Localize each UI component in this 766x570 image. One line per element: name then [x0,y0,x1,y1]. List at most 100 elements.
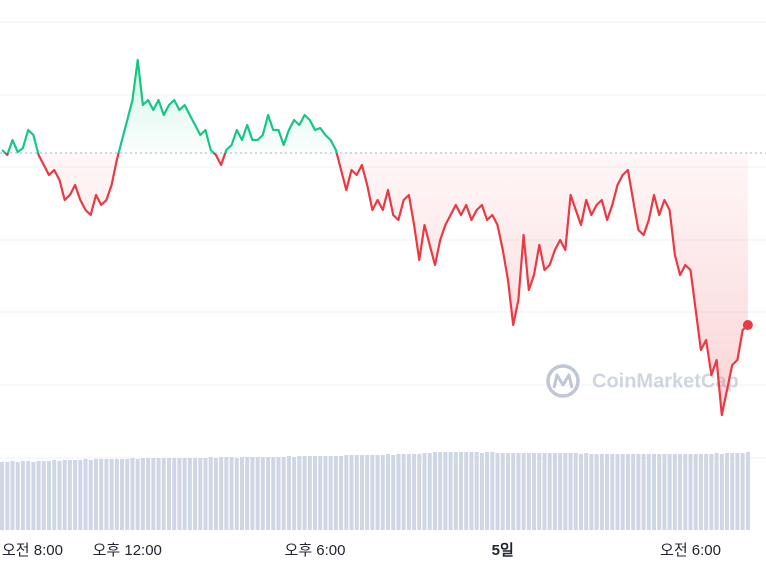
watermark-text: CoinMarketCap [592,370,739,392]
x-tick-label: 오전 6:00 [660,542,721,559]
volume-bar [365,455,370,530]
volume-bar [558,453,563,530]
volume-bar [573,453,578,530]
volume-bar [620,454,625,530]
x-tick-label: 오전 8:00 [2,542,63,559]
volume-bar [156,458,161,530]
volume-bar [344,455,349,530]
volume-bar [349,455,354,530]
volume-bar [286,456,291,530]
volume-bar [412,454,417,530]
volume-bar [474,452,479,530]
grid [0,21,766,459]
volume-bar [339,456,344,530]
volume-bar [250,457,255,530]
logo [546,364,580,398]
volume-bar [281,457,286,530]
volume-bar [490,452,495,530]
volume-bar [521,453,526,530]
volume-bar [740,453,745,530]
plot [0,58,766,417]
volume-bar [292,457,297,530]
volume-bar [140,458,145,530]
volume-bar [104,459,109,530]
volume-bar [187,458,192,530]
volume-bar [302,456,307,530]
volume-bar [688,454,693,530]
volume-bar [172,458,177,530]
volume-bar [328,456,333,530]
volume-bar [615,454,620,530]
volume-bar [584,453,589,530]
volume-bar [208,457,213,530]
volume-bar [552,453,557,530]
volume-bar [578,454,583,530]
volume-bar [198,458,203,530]
price-area [2,60,748,415]
volume-bar [683,454,688,530]
volume-bar [725,453,730,530]
volume-bar [354,455,359,530]
volume-bar [41,461,46,530]
volume-bar [245,457,250,530]
volume-bar [631,454,636,530]
volume-bar [120,459,125,530]
volume-bar [698,454,703,530]
volume-bar [78,460,83,530]
volume-bar [386,454,391,530]
volume-bar [719,454,724,530]
volume-bar [646,454,651,530]
volume-bar [83,459,88,530]
volume-bar [469,452,474,530]
volume-bar [114,459,119,530]
volume-bar [370,455,375,530]
watermark: CoinMarketCap [546,364,739,398]
volume-bar [422,453,427,530]
volume-bar [20,461,25,530]
volume-bar [36,461,41,530]
volume-bar [511,453,516,530]
volume-bar [479,453,484,530]
volume-bar [333,456,338,530]
volume-bar [443,452,448,530]
volume-bar [182,458,187,530]
logo-mark [552,373,574,389]
volume-bar [219,457,224,530]
volume-bar [5,462,10,530]
volume-bar [318,456,323,530]
volume-bar [406,454,411,530]
volume-bar [605,454,610,530]
volume-bar [735,453,740,530]
volume-bar [193,458,198,530]
volume-bar [537,453,542,530]
volume-bar [610,454,615,530]
volume-bar [589,454,594,530]
volume-bar [266,457,271,530]
volume-bar [26,461,31,530]
volume-bar [307,456,312,530]
volume-bar [380,455,385,530]
volume-bar [505,453,510,530]
volume-bar [495,453,500,530]
volume-bar [161,458,166,530]
volume-bar [15,462,20,530]
volume-bar [203,458,208,530]
volume-bar [672,454,677,530]
volume-bar [599,454,604,530]
volume-bar [135,459,140,530]
volume-bar [427,453,432,530]
volume-bar [678,454,683,530]
volume-bar [464,452,469,530]
volume-bar [67,460,72,530]
volume-bar [271,457,276,530]
volume-bar [448,452,453,530]
price-line [1,58,749,417]
volume-bar [532,453,537,530]
volume-bar [391,455,396,530]
volume-bar [641,454,646,530]
volume-bar [651,454,657,530]
volume-bar [594,454,599,530]
volume-bar [563,453,568,530]
volume-bar [693,454,698,530]
volume-bar [568,453,573,530]
